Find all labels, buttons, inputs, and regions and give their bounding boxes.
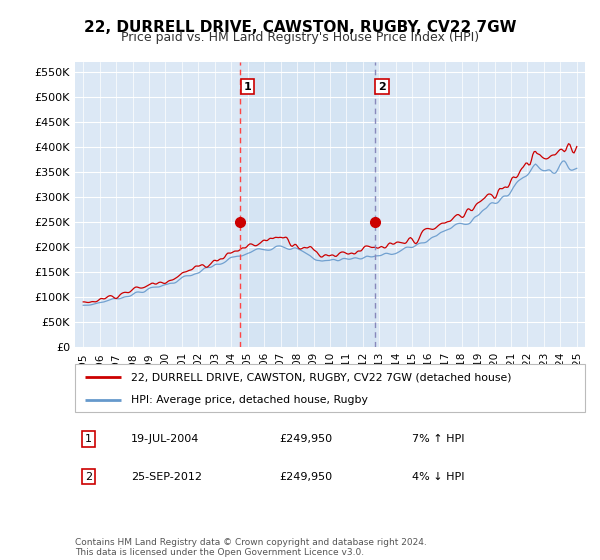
Text: £249,950: £249,950 bbox=[279, 472, 332, 482]
Text: HPI: Average price, detached house, Rugby: HPI: Average price, detached house, Rugb… bbox=[131, 395, 368, 405]
FancyBboxPatch shape bbox=[75, 364, 585, 412]
Text: 2: 2 bbox=[378, 82, 386, 92]
Text: 1: 1 bbox=[85, 434, 92, 444]
Text: 22, DURRELL DRIVE, CAWSTON, RUGBY, CV22 7GW (detached house): 22, DURRELL DRIVE, CAWSTON, RUGBY, CV22 … bbox=[131, 372, 512, 382]
Text: Contains HM Land Registry data © Crown copyright and database right 2024.
This d: Contains HM Land Registry data © Crown c… bbox=[75, 538, 427, 557]
Text: £249,950: £249,950 bbox=[279, 434, 332, 444]
Text: 2: 2 bbox=[85, 472, 92, 482]
Bar bbox=[240, 62, 375, 347]
Text: Price paid vs. HM Land Registry's House Price Index (HPI): Price paid vs. HM Land Registry's House … bbox=[121, 31, 479, 44]
Text: 25-SEP-2012: 25-SEP-2012 bbox=[131, 472, 202, 482]
Text: 22, DURRELL DRIVE, CAWSTON, RUGBY, CV22 7GW: 22, DURRELL DRIVE, CAWSTON, RUGBY, CV22 … bbox=[84, 20, 516, 35]
Text: 19-JUL-2004: 19-JUL-2004 bbox=[131, 434, 199, 444]
Text: 4% ↓ HPI: 4% ↓ HPI bbox=[412, 472, 464, 482]
Text: 1: 1 bbox=[244, 82, 251, 92]
Text: 7% ↑ HPI: 7% ↑ HPI bbox=[412, 434, 464, 444]
